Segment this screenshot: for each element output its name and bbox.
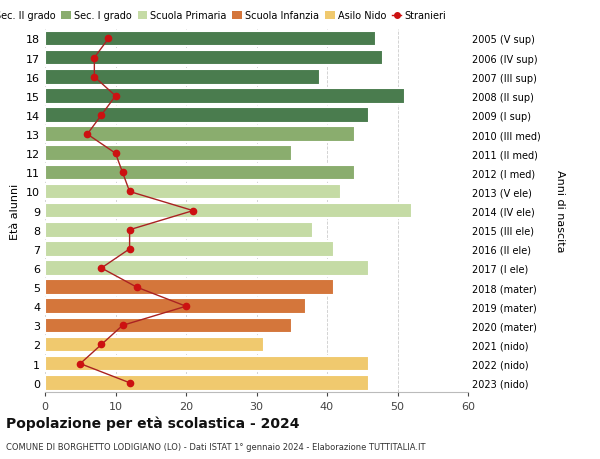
Legend: Sec. II grado, Sec. I grado, Scuola Primaria, Scuola Infanzia, Asilo Nido, Stran: Sec. II grado, Sec. I grado, Scuola Prim… [0, 11, 446, 22]
Bar [45, 70, 320, 85]
Bar [45, 280, 334, 295]
Bar [45, 165, 355, 181]
Bar [45, 146, 292, 162]
Bar [45, 50, 383, 66]
Bar [45, 356, 370, 372]
Text: Popolazione per età scolastica - 2024: Popolazione per età scolastica - 2024 [6, 415, 299, 430]
Y-axis label: Anni di nascita: Anni di nascita [555, 170, 565, 252]
Bar [45, 32, 376, 47]
Bar [45, 318, 292, 334]
Bar [45, 108, 370, 123]
Bar [45, 375, 370, 391]
Bar [45, 89, 404, 105]
Bar [45, 203, 412, 219]
Bar [45, 223, 313, 238]
Y-axis label: Età alunni: Età alunni [10, 183, 20, 239]
Bar [45, 299, 306, 314]
Bar [45, 241, 334, 257]
Bar [45, 337, 263, 353]
Bar [45, 261, 370, 276]
Text: COMUNE DI BORGHETTO LODIGIANO (LO) - Dati ISTAT 1° gennaio 2024 - Elaborazione T: COMUNE DI BORGHETTO LODIGIANO (LO) - Dat… [6, 442, 425, 451]
Bar [45, 127, 355, 143]
Bar [45, 184, 341, 200]
